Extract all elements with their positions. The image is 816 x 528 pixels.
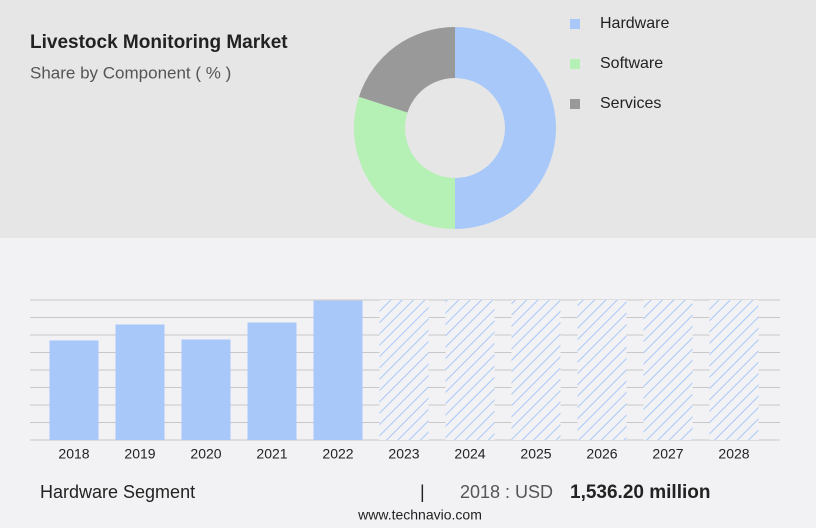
forecast-placeholder [709, 300, 759, 440]
x-tick-label: 2023 [388, 446, 419, 462]
forecast-placeholder [445, 300, 495, 440]
x-tick-label: 2026 [586, 446, 617, 462]
x-tick-label: 2022 [322, 446, 353, 462]
chart-subtitle: Share by Component ( % ) [30, 63, 231, 82]
forecast-placeholder [643, 300, 693, 440]
x-tick-label: 2025 [520, 446, 551, 462]
forecast-placeholder [511, 300, 561, 440]
legend-swatch [570, 19, 580, 29]
bar [247, 322, 297, 440]
footer-value: 1,536.20 million [570, 482, 710, 503]
bar [181, 339, 231, 440]
chart-title: Livestock Monitoring Market [30, 32, 288, 53]
x-tick-label: 2019 [124, 446, 155, 462]
x-tick-label: 2020 [190, 446, 221, 462]
legend-label: Hardware [600, 15, 669, 32]
donut-slice [353, 96, 455, 230]
legend-label: Services [600, 95, 661, 112]
x-tick-label: 2027 [652, 446, 683, 462]
bar [115, 324, 165, 440]
donut-slice [455, 27, 556, 229]
x-tick-label: 2028 [718, 446, 749, 462]
x-tick-label: 2024 [454, 446, 485, 462]
footer-segment: Hardware Segment [40, 482, 195, 502]
footer-year: 2018 : USD [460, 482, 553, 502]
x-tick-label: 2021 [256, 446, 287, 462]
bar [49, 340, 99, 440]
bar [313, 300, 363, 440]
forecast-placeholder [577, 300, 627, 440]
x-tick-label: 2018 [58, 446, 89, 462]
separator: | [420, 482, 425, 502]
legend-swatch [570, 99, 580, 109]
legend-swatch [570, 59, 580, 69]
forecast-placeholder [379, 300, 429, 440]
source: www.technavio.com [357, 507, 482, 523]
donut-slice [358, 27, 455, 113]
legend-label: Software [600, 55, 663, 72]
